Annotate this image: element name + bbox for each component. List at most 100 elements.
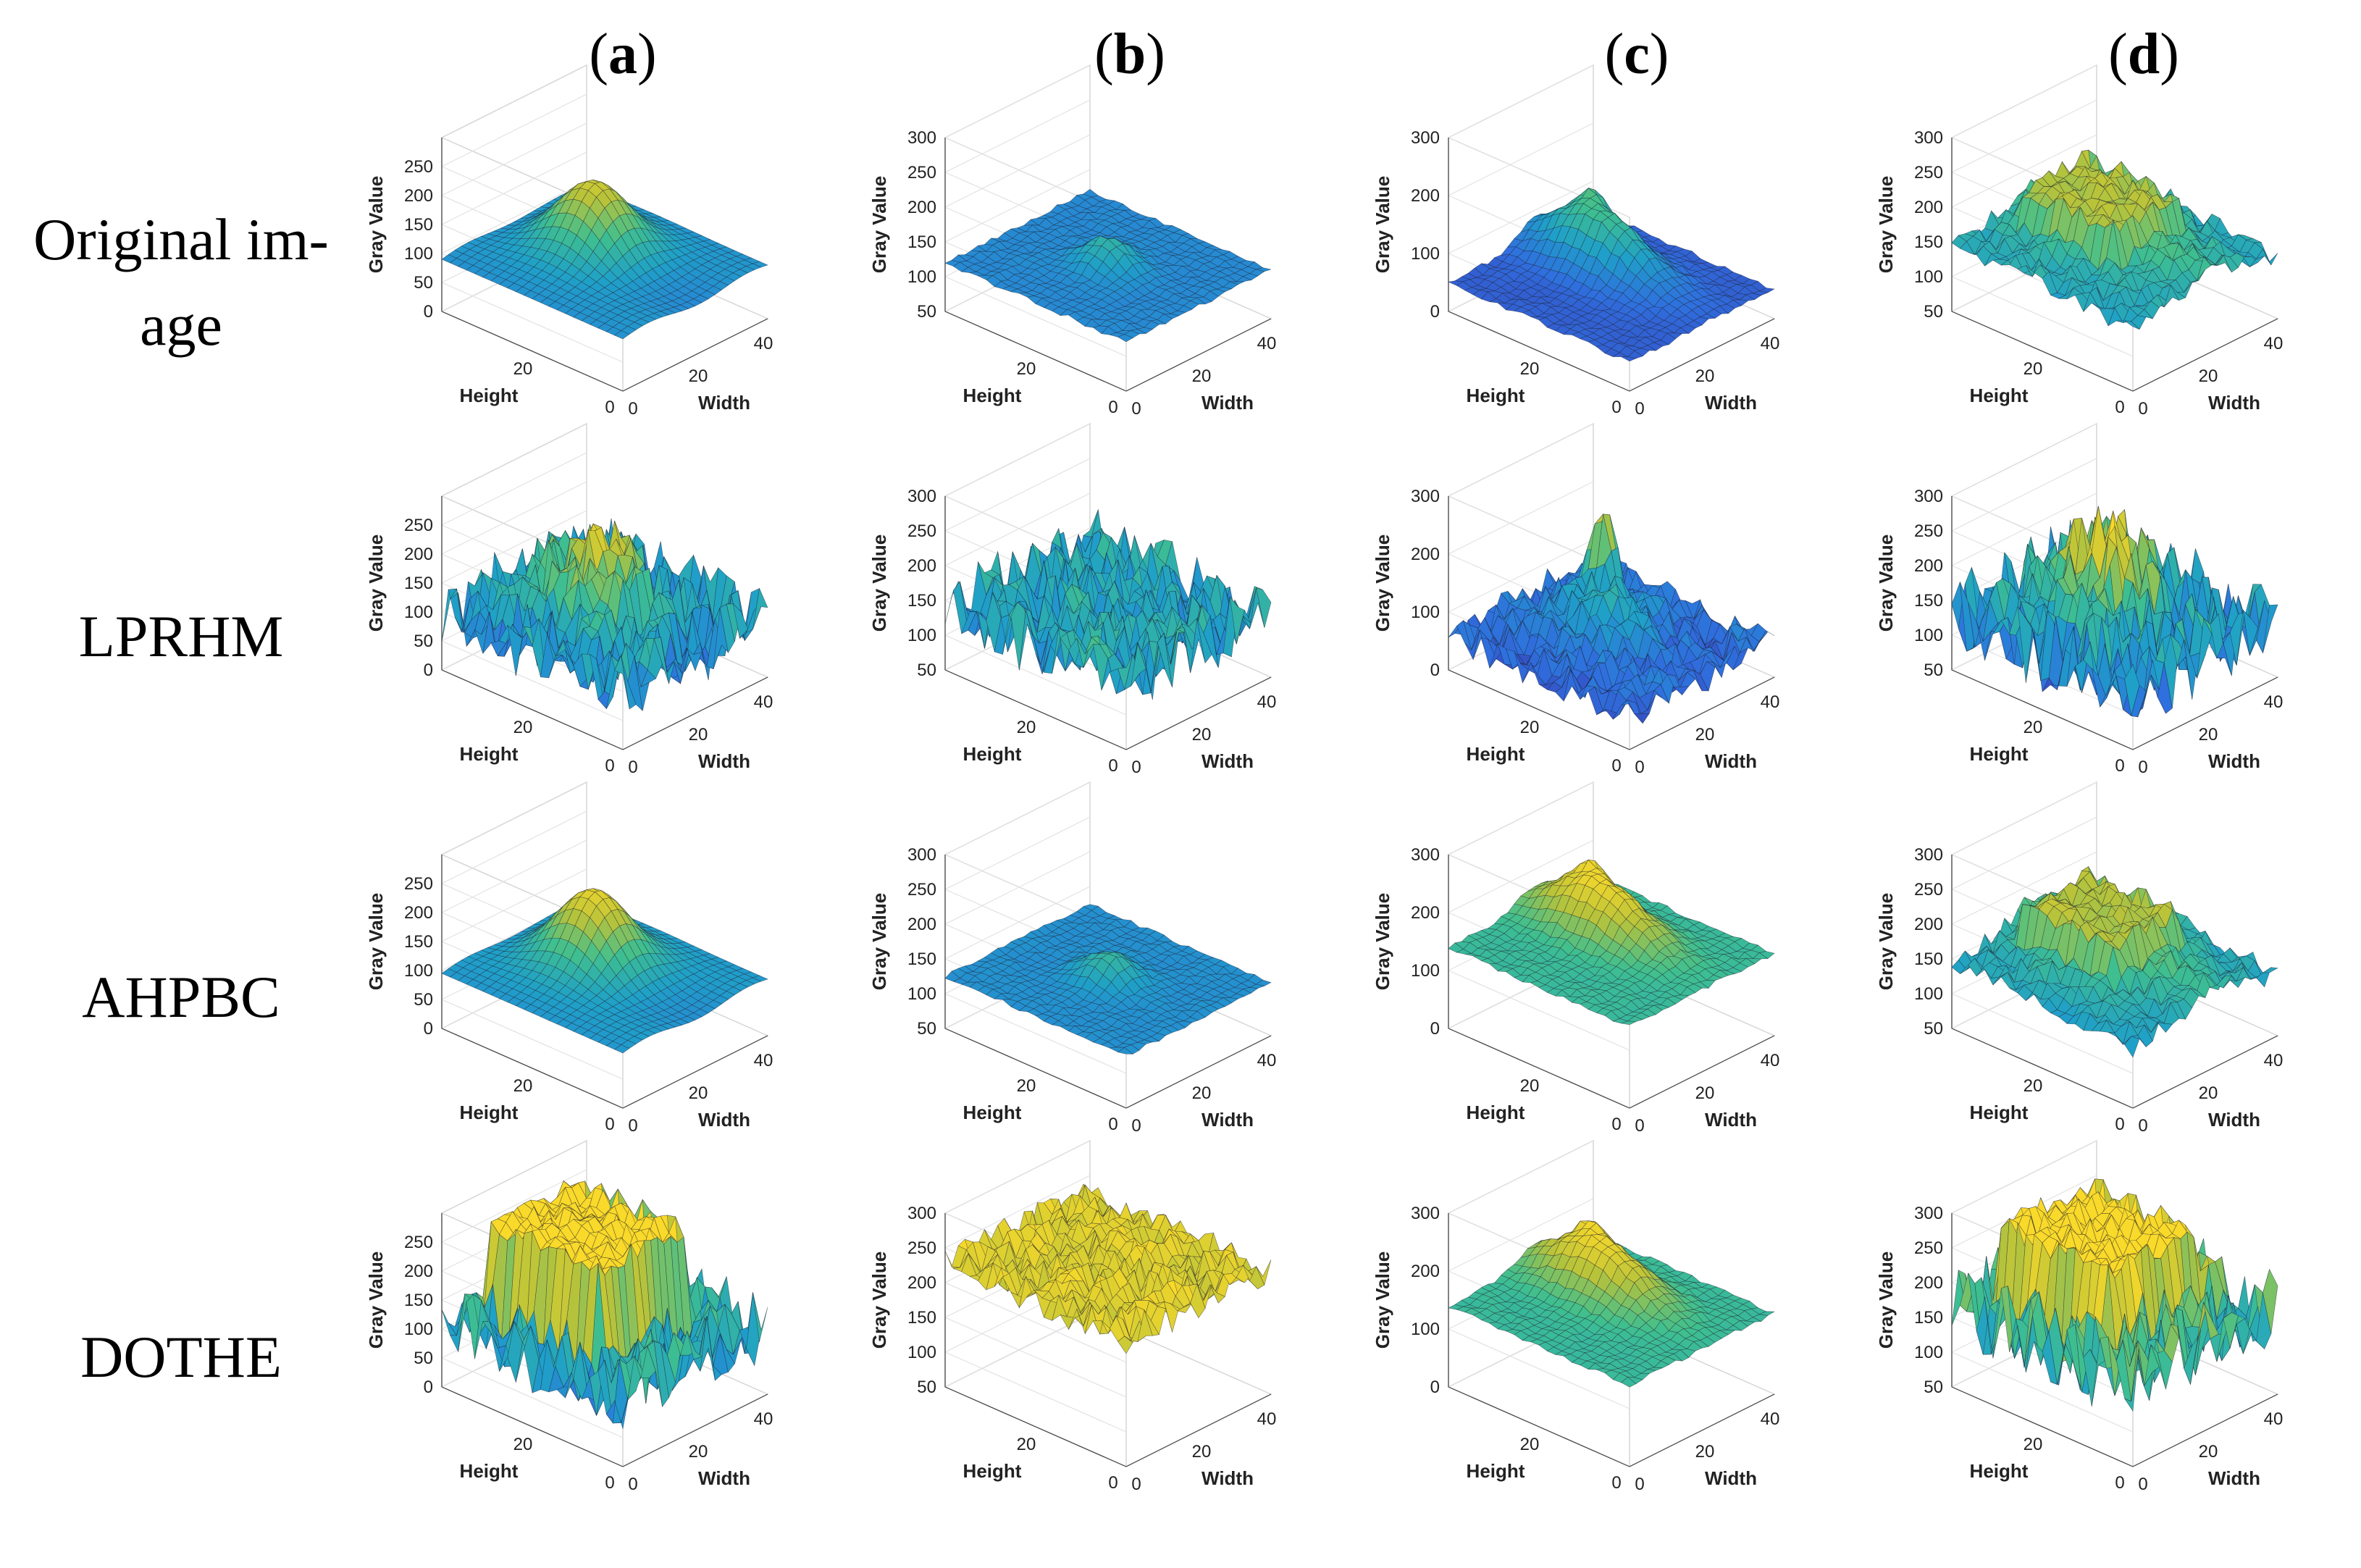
z-tick-label: 150 [404,932,433,952]
z-tick-label: 0 [1430,661,1440,680]
z-tick-label: 150 [1914,232,1943,252]
z-tick-label: 100 [1914,267,1943,287]
z-tick-label: 200 [907,198,936,217]
z-tick-label: 100 [907,626,936,645]
width-tick-label: 20 [2199,366,2218,386]
height-tick-label: 20 [1520,359,1540,379]
z-axis-title: Gray Value [365,176,387,273]
width-tick-label: 20 [689,366,708,386]
width-tick-label: 20 [1192,725,1212,745]
z-tick-label: 150 [907,232,936,252]
z-axis-title: Gray Value [1372,534,1393,632]
z-tick-label: 100 [1914,626,1943,645]
z-axis-title: Gray Value [1875,176,1897,273]
z-axis-title: Gray Value [1875,534,1897,632]
height-tick-label: 0 [2115,756,2124,776]
z-tick-label: 250 [907,521,936,541]
width-axis-title: Width [1202,750,1254,772]
z-tick-label: 50 [414,273,433,293]
z-tick-label: 250 [1914,521,1943,541]
z-tick-label: 50 [414,632,433,651]
width-tick-label: 40 [2264,692,2284,712]
width-tick-label: 0 [1131,399,1141,419]
z-tick-label: 250 [404,157,433,177]
row-label-original: Original im- age [0,197,362,368]
z-tick-label: 100 [1411,603,1440,622]
width-tick-label: 0 [1635,399,1644,419]
z-tick-label: 300 [1411,487,1440,506]
width-axis-title: Width [2208,392,2260,414]
width-tick-label: 0 [2138,758,2147,777]
z-tick-label: 0 [1430,302,1440,322]
z-tick-label: 200 [907,556,936,576]
surface-mesh [1448,188,1774,361]
width-tick-label: 0 [2138,399,2147,419]
z-axis-title: Gray Value [365,534,387,632]
row-label-ahpbc-text: AHPBC [0,955,362,1040]
z-tick-label: 150 [404,574,433,593]
surface-mesh [442,889,768,1053]
column-label-a: (a) [514,22,731,88]
z-gridline [945,65,1126,217]
height-tick-label: 0 [605,1115,614,1134]
height-tick-label: 0 [605,756,614,776]
width-axis-title: Width [1705,392,1757,414]
z-tick-label: 50 [917,302,936,322]
z-tick-label: 50 [917,661,936,680]
surface-mesh [1952,506,2278,717]
height-axis-title: Height [460,1102,519,1123]
row-label-ahpbc: AHPBC [0,955,362,1040]
z-tick-label: 100 [907,267,936,287]
z-tick-label: 250 [907,163,936,183]
z-axis-title: Gray Value [868,176,890,273]
z-tick-label: 300 [1914,487,1943,506]
height-tick-label: 20 [1017,718,1036,737]
z-tick-label: 200 [1411,545,1440,564]
width-tick-label: 20 [689,725,708,745]
z-gridline [1448,65,1630,217]
z-tick-label: 100 [404,961,433,981]
surface-mesh [945,189,1271,342]
surface-mesh [1952,150,2278,330]
column-label-d: (d) [2035,22,2252,88]
width-tick-label: 0 [1635,758,1644,777]
height-axis-title: Height [963,385,1022,406]
width-tick-label: 20 [1695,725,1715,745]
row-label-dothe-text: DOTHE [0,1315,362,1400]
height-axis-line [1952,311,2133,391]
height-tick-label: 20 [1520,718,1540,737]
height-tick-label: 0 [2115,398,2124,417]
surface-mesh [442,180,768,339]
height-axis-line [945,670,1126,750]
width-tick-label: 0 [1131,758,1141,777]
width-tick-label: 40 [1761,334,1780,353]
z-tick-label: 150 [907,591,936,611]
z-tick-label: 250 [1914,163,1943,183]
height-axis-title: Height [460,385,519,406]
height-tick-label: 20 [2024,359,2043,379]
width-axis-title: Width [698,392,750,414]
width-tick-label: 40 [1257,334,1277,353]
width-axis-title: Width [1705,750,1757,772]
width-tick-label: 40 [1761,692,1780,712]
z-tick-label: 50 [1924,661,1943,680]
width-tick-label: 0 [628,1116,637,1136]
surface-mesh [945,509,1271,700]
height-tick-label: 0 [605,398,614,417]
